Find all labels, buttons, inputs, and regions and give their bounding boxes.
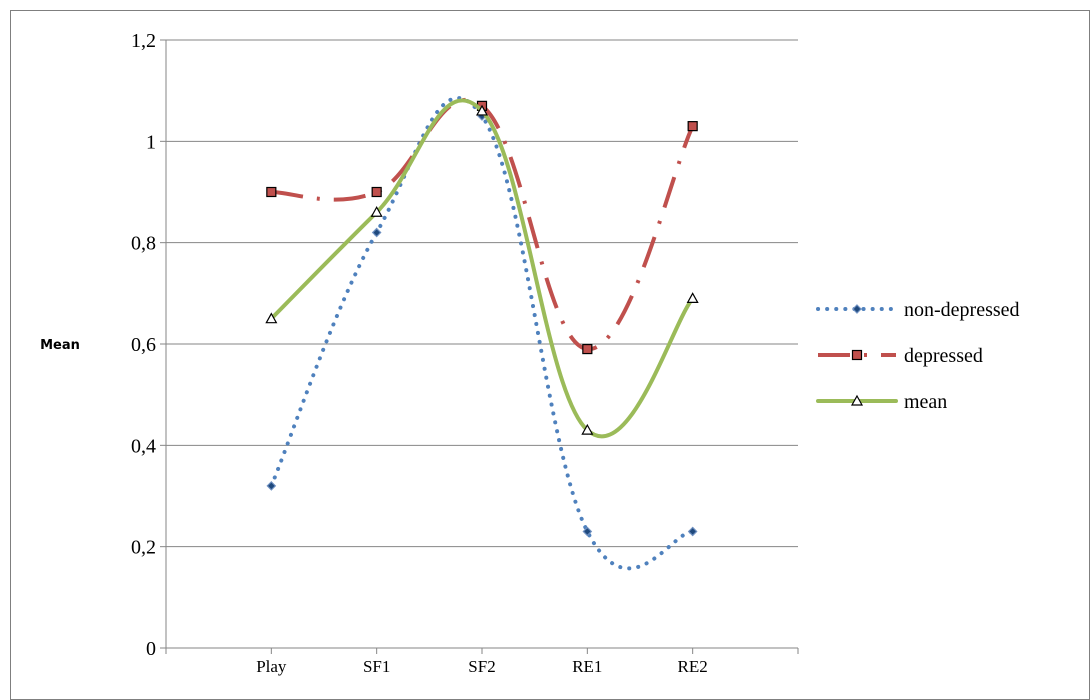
y-tick-label: 0,8 (131, 233, 156, 255)
y-tick-label: 0,4 (131, 435, 156, 457)
y-tick-label: 0 (146, 638, 156, 660)
series-layer (265, 96, 699, 571)
data-point-mean (370, 206, 383, 217)
series-depressed (266, 97, 698, 355)
legend-entry-non-depressed: non-depressed (816, 299, 1020, 321)
y-axis-ticks: 0 0,2 0,4 0,6 0,8 1 1,2 (131, 30, 166, 660)
data-point-depressed (582, 343, 593, 355)
x-tick-label: Play (256, 657, 287, 676)
data-point-mean (686, 292, 699, 303)
y-tick-label: 0,2 (131, 537, 156, 559)
data-point-mean (475, 104, 489, 116)
x-tick-label: SF1 (363, 657, 390, 676)
data-point-non-depressed (266, 481, 277, 491)
legend-label: non-depressed (904, 299, 1020, 321)
legend-label: depressed (904, 345, 983, 367)
legend-entry-mean: mean (816, 391, 947, 413)
y-tick-label: 1,2 (131, 30, 156, 52)
series-line-non-depressed (269, 96, 695, 571)
series-non-depressed (266, 96, 698, 571)
data-point-non-depressed (582, 526, 593, 537)
chart-frame (10, 10, 1090, 700)
series-mean (265, 98, 699, 439)
data-point-mean (265, 312, 278, 324)
y-tick-label: 1 (146, 131, 156, 153)
legend: non-depressed depressed mean (816, 299, 1020, 413)
x-tick-label: RE1 (572, 657, 602, 676)
y-axis-title: Mean (40, 338, 80, 353)
data-point-depressed (371, 186, 382, 198)
data-point-mean (581, 423, 594, 435)
x-axis-ticks: Play SF1 SF2 RE1 RE2 (165, 648, 799, 676)
legend-entry-depressed: depressed (818, 345, 983, 367)
legend-marker (851, 349, 863, 361)
legend-marker (852, 304, 862, 314)
series-line-mean (269, 98, 695, 439)
legend-label: mean (904, 391, 947, 413)
grid (166, 39, 798, 649)
x-tick-label: SF2 (468, 657, 495, 676)
legend-marker (850, 394, 864, 406)
data-point-non-depressed (371, 227, 382, 238)
data-point-depressed (266, 186, 277, 198)
y-tick-label: 0,6 (131, 334, 156, 356)
series-line-depressed (271, 97, 695, 352)
data-point-depressed (687, 121, 698, 132)
data-point-non-depressed (687, 526, 698, 537)
x-tick-label: RE2 (678, 657, 708, 676)
